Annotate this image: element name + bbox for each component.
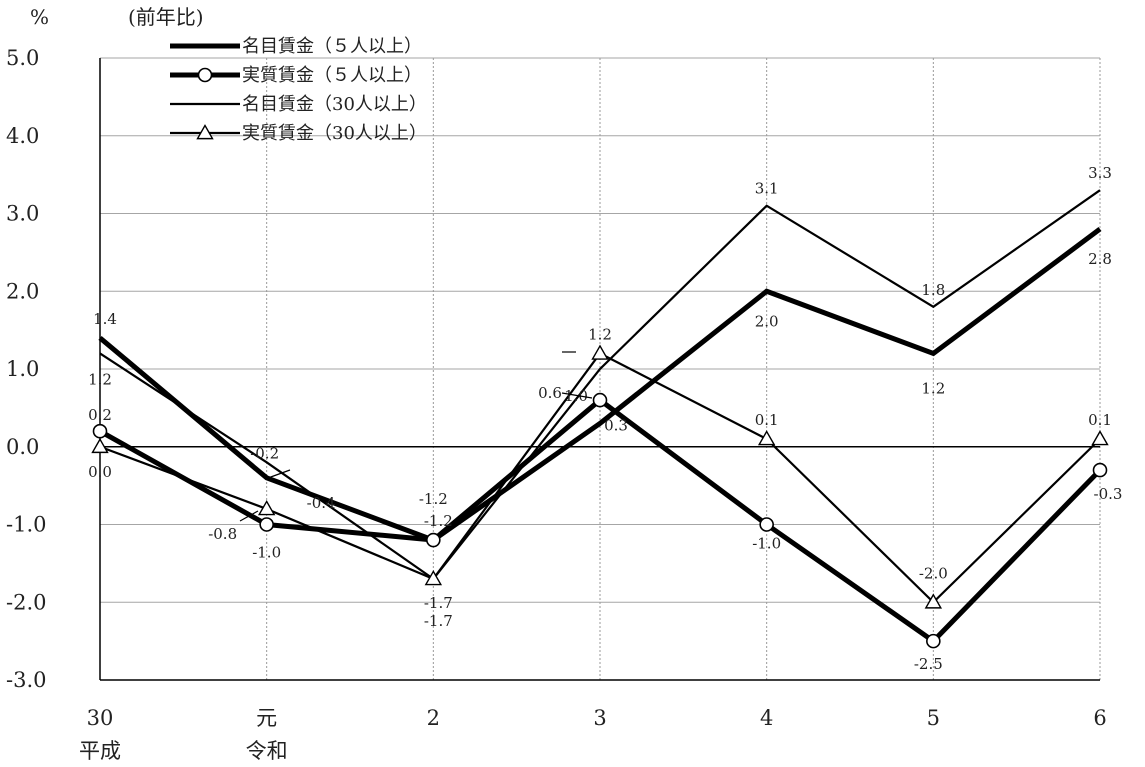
legend-entry-label: 実質賃金（５人以上） (242, 65, 422, 86)
data-label: -0.3 (1094, 485, 1123, 503)
circle-marker (1092, 462, 1108, 478)
x-tick-label: 5 (927, 706, 940, 730)
circle-marker (259, 517, 274, 532)
data-label: -0.8 (208, 525, 237, 543)
data-label: 0.6 (538, 384, 562, 402)
data-label: -2.5 (914, 655, 943, 673)
triangle-marker (1091, 430, 1109, 446)
data-label: -1.0 (752, 535, 781, 553)
data-label: 1.0 (564, 387, 588, 405)
leader-line (561, 392, 593, 399)
circle-marker (759, 517, 774, 532)
data-label: 3.3 (1088, 164, 1112, 182)
circle-marker (426, 532, 441, 548)
x-tick-label: 30 (87, 706, 114, 730)
data-label: -1.2 (419, 490, 448, 508)
x-era-label: 令和 (246, 739, 288, 763)
x-tick-label: 3 (593, 706, 606, 730)
series-line-0 (98, 227, 1102, 543)
y-tick-label: -3.0 (6, 668, 47, 692)
legend-entry-label: 名目賃金（30人以上） (242, 94, 427, 115)
data-label: 1.8 (921, 281, 945, 299)
leader-line (239, 510, 259, 522)
data-label: -1.7 (424, 594, 453, 612)
data-label: 1.2 (921, 379, 945, 397)
y-tick-label: 3.0 (6, 202, 39, 226)
circle-marker (92, 423, 108, 439)
leader-line (267, 469, 291, 479)
y-unit-label: % (30, 5, 49, 29)
triangle-marker (757, 430, 776, 446)
x-tick-label: 元 (256, 706, 277, 730)
data-label: 2.0 (755, 312, 779, 330)
data-label: -1.0 (252, 544, 281, 562)
axis-layer: 5.0 4.0 3.0 2.0 1.0 0.0 -1.0 -2.0 -3.0 30 元 2 3 4 5 6 平成… (6, 46, 1107, 763)
x-era-label: 平成 (79, 739, 121, 763)
x-tick-label: 6 (1093, 706, 1106, 730)
y-tick-label: 2.0 (6, 279, 39, 303)
series-layer (91, 189, 1109, 649)
y-tick-label: 5.0 (6, 46, 39, 70)
y-tick-label: 4.0 (6, 124, 39, 148)
data-label: 3.1 (755, 180, 779, 198)
data-label: 1.4 (93, 310, 117, 328)
x-tick-label: 4 (760, 706, 773, 730)
data-label: 0.0 (88, 463, 112, 481)
data-label: 1.2 (88, 370, 112, 388)
series-line-1 (98, 396, 1102, 645)
y-tick-label: 1.0 (6, 357, 39, 381)
data-label: 2.8 (1088, 250, 1112, 268)
triangle-marker (257, 500, 276, 516)
data-label: 1.2 (588, 325, 612, 343)
triangle-marker (924, 593, 943, 609)
triangle-marker (196, 124, 214, 140)
data-label: 0.2 (88, 406, 112, 424)
triangle-marker (91, 437, 109, 454)
legend-entry-label: 名目賃金（５人以上） (242, 36, 422, 57)
y-tick-label: 0.0 (6, 435, 39, 459)
data-label: 0.1 (1088, 411, 1112, 429)
legend-entry-label: 実質賃金（30人以上） (242, 123, 427, 144)
data-label: 0.3 (604, 416, 628, 434)
x-tick-label: 2 (427, 706, 440, 730)
data-label: -2.0 (919, 564, 948, 582)
data-label: -0.2 (250, 444, 279, 462)
data-label: -1.2 (424, 512, 453, 530)
circle-marker (926, 633, 941, 649)
y-tick-label: -1.0 (6, 513, 47, 537)
data-label: -0.4 (307, 494, 336, 512)
legend: 名目賃金（５人以上） 実質賃金（５人以上） 名目賃金（30人以上） 実質賃金（30人以… (170, 36, 427, 144)
data-label-layer: 1.4 -0.4 -1.2 0.3 2.0 1.2 2.8 0.2 -1.0 -1.2 0.6 -1.… (88, 164, 1122, 673)
triangle-marker (591, 344, 609, 360)
circle-marker (197, 67, 213, 83)
data-label: -1.7 (424, 612, 453, 630)
triangle-marker (424, 570, 443, 586)
chart-subtitle: (前年比) (128, 5, 204, 29)
y-tick-label: -2.0 (6, 590, 47, 614)
circle-marker (592, 392, 608, 408)
data-label: 0.1 (755, 411, 779, 429)
series-line-2 (99, 189, 1101, 581)
